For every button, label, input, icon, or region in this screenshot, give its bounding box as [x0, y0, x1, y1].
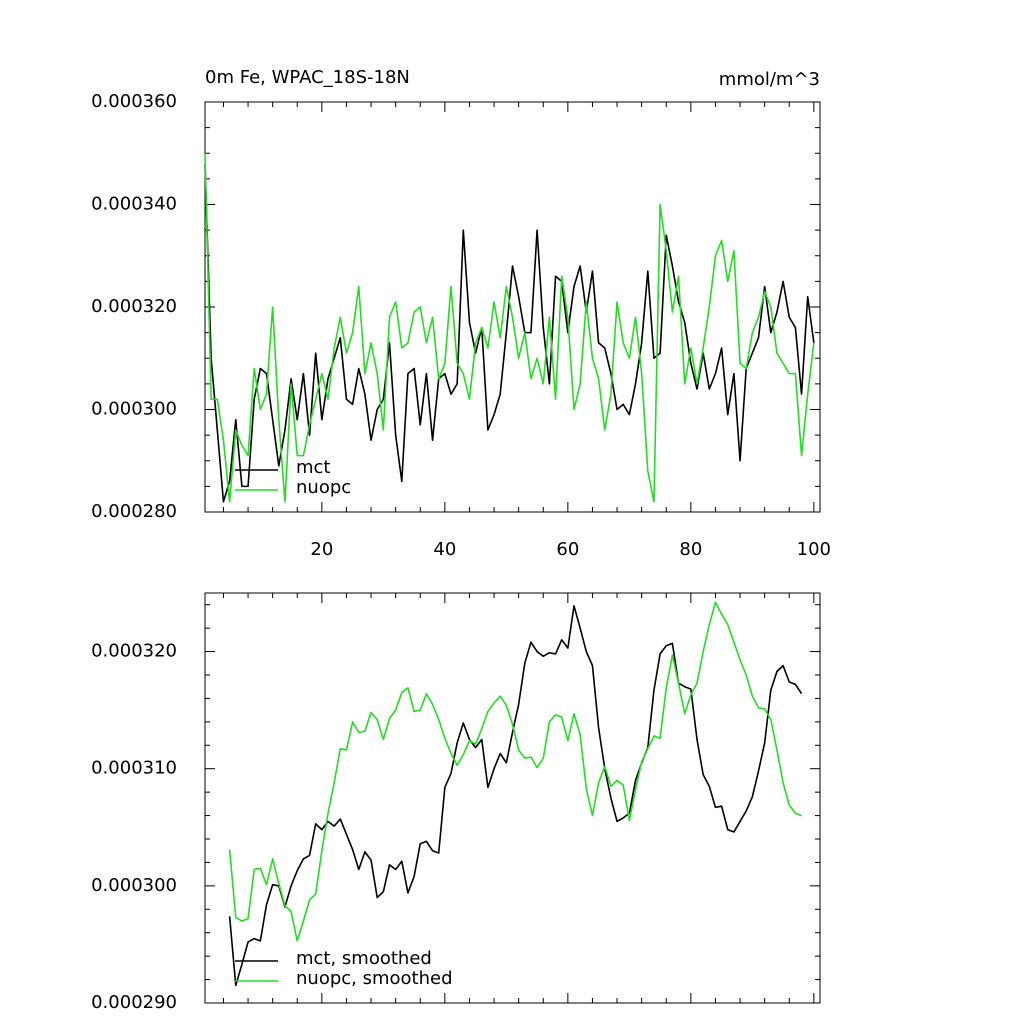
x-tick-label: 60 [556, 539, 579, 560]
y-tick-label: 0.000280 [91, 501, 177, 522]
data-line [228, 601, 802, 942]
y-tick-label: 0.000360 [91, 91, 177, 112]
y-tick-label: 0.000300 [91, 875, 177, 896]
y-tick-label: 0.000320 [91, 296, 177, 317]
legend-label: nuopc, smoothed [296, 968, 453, 989]
y-tick-label: 0.000310 [91, 758, 177, 779]
chart-title: 0m Fe, WPAC_18S-18N [205, 67, 410, 88]
y-tick-label: 0.000340 [91, 194, 177, 215]
data-line [204, 153, 815, 503]
x-tick-label: 100 [797, 539, 831, 560]
units-label: mmol/m^3 [719, 69, 820, 90]
y-tick-label: 0.000300 [91, 399, 177, 420]
y-tick-label: 0.000320 [91, 641, 177, 662]
legend-label: nuopc [296, 477, 351, 498]
data-line [228, 605, 803, 987]
plot-frame [204, 592, 821, 1004]
x-tick-label: 40 [433, 539, 456, 560]
legend-label: mct [296, 457, 331, 478]
x-tick-label: 80 [679, 539, 702, 560]
x-tick-label: 20 [310, 539, 333, 560]
legend-label: mct, smoothed [296, 948, 432, 969]
y-tick-label: 0.000290 [91, 992, 177, 1013]
